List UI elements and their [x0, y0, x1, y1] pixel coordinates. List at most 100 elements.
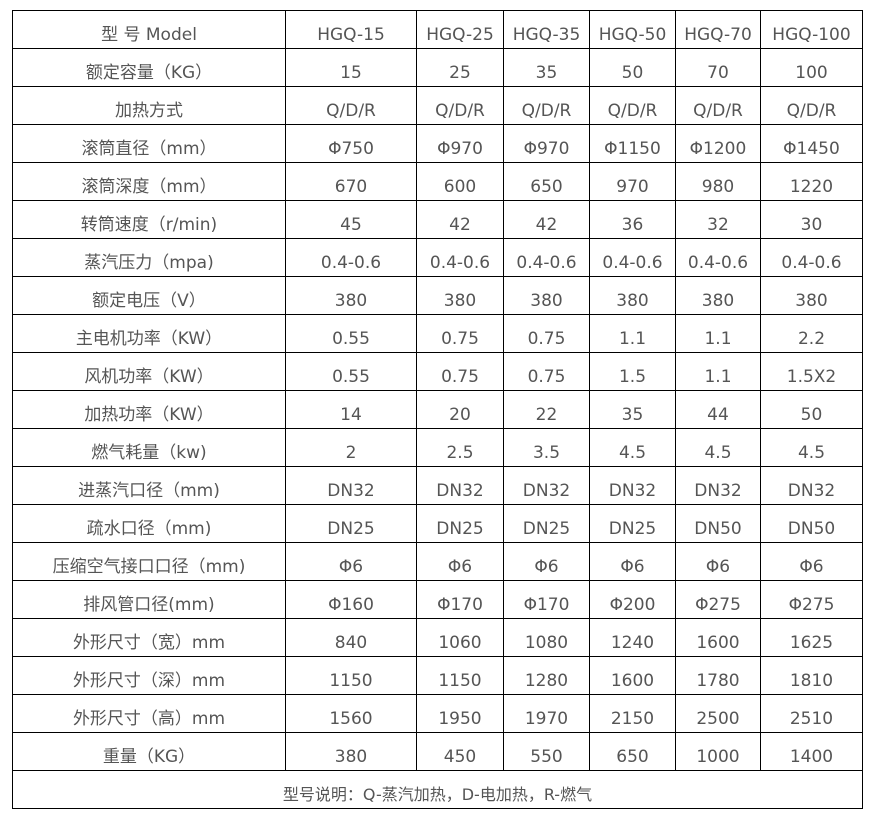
spec-label: 疏水口径（mm) — [12, 504, 286, 543]
spec-value: 42 — [416, 200, 504, 239]
model-header-cell: HGQ-100 — [760, 10, 863, 49]
spec-row: 燃气耗量（kw) 2 2.5 3.5 4.5 4.5 4.5 — [12, 428, 863, 467]
spec-value: Φ6 — [675, 542, 761, 581]
spec-value: Φ970 — [503, 124, 590, 163]
spec-row: 进蒸汽口径（mm) DN32 DN32 DN32 DN32 DN32 DN32 — [12, 466, 863, 505]
spec-value: Φ160 — [285, 580, 417, 619]
spec-value: 14 — [285, 390, 417, 429]
spec-label: 加热功率（KW） — [12, 390, 286, 429]
spec-value: 22 — [503, 390, 590, 429]
spec-value: Φ970 — [416, 124, 504, 163]
spec-value: 0.75 — [416, 352, 504, 391]
spec-value: Φ1200 — [675, 124, 761, 163]
spec-value: 35 — [589, 390, 676, 429]
spec-value: 970 — [589, 162, 676, 201]
spec-value: 0.4-0.6 — [760, 238, 863, 277]
spec-value: 380 — [285, 732, 417, 771]
spec-value: 2500 — [675, 694, 761, 733]
spec-value: Q/D/R — [416, 86, 504, 125]
header-row: 型 号 Model HGQ-15 HGQ-25 HGQ-35 HGQ-50 HGQ-70… — [12, 10, 863, 49]
spec-value: DN50 — [760, 504, 863, 543]
spec-row: 外形尺寸（深）mm 1150 1150 1280 1600 1780 1810 — [12, 656, 863, 695]
spec-row: 外形尺寸（高）mm 1560 1950 1970 2150 2500 2510 — [12, 694, 863, 733]
spec-value: 1810 — [760, 656, 863, 695]
spec-value: 1780 — [675, 656, 761, 695]
spec-value: DN32 — [285, 466, 417, 505]
spec-label: 燃气耗量（kw) — [12, 428, 286, 467]
spec-value: 0.55 — [285, 352, 417, 391]
spec-value: DN32 — [416, 466, 504, 505]
spec-value: 36 — [589, 200, 676, 239]
spec-value: 1220 — [760, 162, 863, 201]
spec-value: Q/D/R — [285, 86, 417, 125]
spec-value: 1.5 — [589, 352, 676, 391]
spec-value: 380 — [503, 276, 590, 315]
spec-value: 30 — [760, 200, 863, 239]
spec-value: 1280 — [503, 656, 590, 695]
spec-value: DN25 — [589, 504, 676, 543]
spec-value: DN32 — [589, 466, 676, 505]
spec-value: 1560 — [285, 694, 417, 733]
spec-row: 风机功率（KW） 0.55 0.75 0.75 1.5 1.1 1.5X2 — [12, 352, 863, 391]
spec-table: 型 号 Model HGQ-15 HGQ-25 HGQ-35 HGQ-50 HGQ-70… — [12, 10, 863, 809]
spec-value: 35 — [503, 48, 590, 87]
spec-label: 滚筒直径（mm） — [12, 124, 286, 163]
spec-value: Φ275 — [760, 580, 863, 619]
spec-value: 0.55 — [285, 314, 417, 353]
spec-value: 380 — [416, 276, 504, 315]
spec-value: 42 — [503, 200, 590, 239]
spec-value: 1150 — [416, 656, 504, 695]
spec-label: 外形尺寸（宽）mm — [12, 618, 286, 657]
spec-value: 670 — [285, 162, 417, 201]
spec-value: 380 — [285, 276, 417, 315]
spec-value: Φ6 — [285, 542, 417, 581]
spec-label: 主电机功率（KW） — [12, 314, 286, 353]
spec-value: 0.4-0.6 — [416, 238, 504, 277]
spec-value: DN32 — [503, 466, 590, 505]
spec-label: 重量（KG） — [12, 732, 286, 771]
spec-value: Φ170 — [416, 580, 504, 619]
spec-value: 25 — [416, 48, 504, 87]
spec-value: 1150 — [285, 656, 417, 695]
spec-value: 1.1 — [675, 352, 761, 391]
spec-value: 2150 — [589, 694, 676, 733]
model-header-cell: HGQ-25 — [416, 10, 504, 49]
spec-value: Q/D/R — [675, 86, 761, 125]
spec-value: Φ1150 — [589, 124, 676, 163]
spec-value: Φ6 — [416, 542, 504, 581]
spec-row: 压缩空气接口口径（mm) Φ6 Φ6 Φ6 Φ6 Φ6 Φ6 — [12, 542, 863, 581]
spec-value: DN50 — [675, 504, 761, 543]
spec-value: 0.4-0.6 — [503, 238, 590, 277]
spec-value: DN25 — [285, 504, 417, 543]
model-note: 型号说明：Q-蒸汽加热，D-电加热，R-燃气 — [12, 770, 863, 809]
spec-value: 4.5 — [760, 428, 863, 467]
spec-value: 2510 — [760, 694, 863, 733]
spec-value: 15 — [285, 48, 417, 87]
spec-row: 额定容量（KG） 15 25 35 50 70 100 — [12, 48, 863, 87]
spec-value: 4.5 — [589, 428, 676, 467]
spec-row: 蒸汽压力（mpa) 0.4-0.6 0.4-0.6 0.4-0.6 0.4-0.6 0.4… — [12, 238, 863, 277]
spec-value: DN25 — [503, 504, 590, 543]
spec-value: 2.2 — [760, 314, 863, 353]
spec-value: Φ6 — [760, 542, 863, 581]
spec-value: 0.75 — [503, 314, 590, 353]
spec-value: 1060 — [416, 618, 504, 657]
spec-value: 50 — [760, 390, 863, 429]
spec-value: 980 — [675, 162, 761, 201]
spec-value: 650 — [589, 732, 676, 771]
spec-label: 压缩空气接口口径（mm) — [12, 542, 286, 581]
spec-row: 重量（KG） 380 450 550 650 1000 1400 — [12, 732, 863, 771]
spec-value: 0.4-0.6 — [675, 238, 761, 277]
spec-value: 100 — [760, 48, 863, 87]
spec-value: DN25 — [416, 504, 504, 543]
spec-value: 1.5X2 — [760, 352, 863, 391]
spec-value: 550 — [503, 732, 590, 771]
spec-value: 1240 — [589, 618, 676, 657]
spec-value: 380 — [760, 276, 863, 315]
spec-value: Φ170 — [503, 580, 590, 619]
spec-value: DN32 — [760, 466, 863, 505]
header-label: 型 号 Model — [12, 10, 286, 49]
spec-label: 排风管口径(mm) — [12, 580, 286, 619]
spec-row: 加热功率（KW） 14 20 22 35 44 50 — [12, 390, 863, 429]
spec-value: 0.75 — [416, 314, 504, 353]
